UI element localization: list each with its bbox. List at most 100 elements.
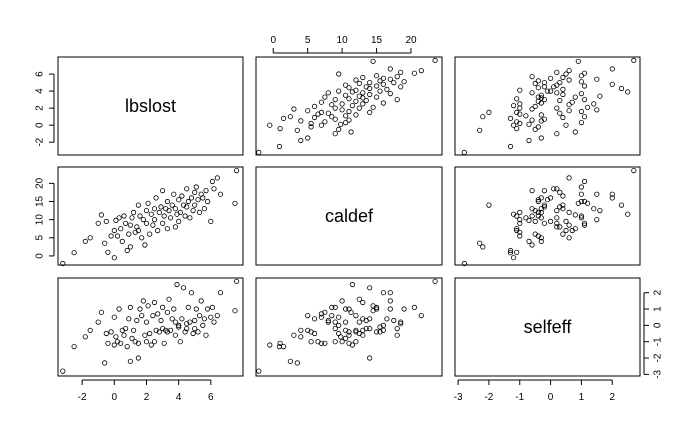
scatter-point bbox=[338, 334, 344, 340]
scatter-point bbox=[113, 334, 119, 340]
scatter-point bbox=[139, 312, 145, 319]
scatter-point bbox=[346, 117, 352, 123]
scatter-point bbox=[560, 74, 566, 81]
scatter-point bbox=[547, 75, 554, 81]
scatter-point bbox=[541, 202, 548, 208]
scatter-point bbox=[179, 316, 185, 322]
scatter-point bbox=[336, 88, 342, 94]
panel-frame bbox=[454, 56, 641, 156]
panel-lbslost-vs-lbslost: lbslost bbox=[57, 56, 244, 156]
scatter-point bbox=[532, 126, 538, 132]
scatter-point bbox=[95, 319, 101, 325]
scatter-point bbox=[168, 327, 174, 333]
scatter-point bbox=[560, 86, 566, 93]
scatter-point bbox=[572, 94, 578, 100]
tick-label: -2 bbox=[78, 392, 87, 403]
scatter-point bbox=[551, 186, 557, 192]
scatter-point bbox=[155, 227, 161, 234]
scatter-point bbox=[541, 84, 548, 90]
scatter-point bbox=[398, 319, 404, 325]
scatter-point bbox=[200, 195, 206, 201]
scatter-point bbox=[353, 339, 359, 345]
tick-label: 20 bbox=[405, 35, 417, 46]
scatter-point bbox=[339, 298, 345, 304]
scatter-point bbox=[532, 231, 538, 237]
scatter-point bbox=[166, 208, 172, 214]
scatter-point bbox=[625, 89, 631, 95]
scatter-point bbox=[346, 340, 352, 346]
scatter-point bbox=[581, 97, 588, 103]
scatter-point bbox=[566, 175, 572, 181]
scatter-point bbox=[111, 314, 117, 320]
scatter-point bbox=[305, 108, 311, 114]
scatter-point bbox=[291, 332, 297, 338]
panel-frame bbox=[255, 166, 443, 266]
scatter-point bbox=[631, 168, 637, 174]
tick-label: -2 bbox=[653, 353, 664, 362]
scatter-point bbox=[566, 77, 572, 83]
scatter-point bbox=[418, 312, 424, 319]
scatter-point bbox=[60, 260, 66, 267]
scatter-point bbox=[342, 120, 349, 126]
scatter-point bbox=[171, 306, 177, 312]
scatter-point bbox=[118, 340, 124, 346]
scatter-point bbox=[514, 96, 520, 102]
scatter-point bbox=[156, 209, 162, 215]
scatter-point bbox=[584, 104, 591, 110]
tick-label: 0 bbox=[270, 35, 276, 46]
scatter-point bbox=[151, 299, 158, 306]
tick-label: -2 bbox=[35, 137, 46, 146]
scatter-point bbox=[143, 220, 150, 226]
x-axis-selfeff: -3 -2 -1 0 1 2 bbox=[454, 379, 615, 403]
scatter-point bbox=[161, 340, 167, 346]
scatter-point bbox=[356, 330, 362, 337]
scatter-point bbox=[380, 322, 386, 328]
scatter-point bbox=[418, 68, 424, 74]
scatter-point bbox=[575, 200, 581, 206]
scatter-point bbox=[305, 312, 311, 319]
scatter-point bbox=[575, 58, 581, 64]
scatter-point bbox=[538, 238, 544, 244]
scatter-point bbox=[172, 224, 178, 230]
scatter-point bbox=[541, 188, 548, 194]
scatter-point bbox=[480, 114, 486, 120]
panel-frame bbox=[57, 56, 244, 156]
scatter-point bbox=[102, 240, 108, 246]
scatter-point bbox=[523, 215, 529, 221]
scatter-point bbox=[346, 329, 352, 335]
scatter-point bbox=[134, 317, 140, 324]
panel-selfeff-vs-caldef bbox=[255, 277, 443, 377]
scatter-point bbox=[353, 98, 359, 104]
scatter-point bbox=[232, 308, 238, 314]
scatter-point bbox=[150, 312, 156, 319]
scatter-point bbox=[360, 299, 366, 306]
scatter-point bbox=[554, 186, 560, 192]
scatter-point bbox=[529, 90, 535, 96]
tick-label: -1 bbox=[515, 392, 524, 403]
scatter-point bbox=[267, 122, 273, 128]
scatter-point bbox=[294, 360, 300, 366]
scatter-point bbox=[98, 212, 105, 218]
scatter-point bbox=[547, 218, 554, 224]
scatter-point bbox=[609, 191, 615, 197]
scatter-point bbox=[311, 103, 318, 110]
scatter-point bbox=[529, 213, 535, 219]
scatter-point bbox=[356, 296, 362, 302]
scatter-point bbox=[398, 84, 404, 90]
scatter-point bbox=[578, 184, 585, 190]
scatter-point bbox=[554, 90, 560, 96]
scatter-point bbox=[325, 90, 331, 96]
scatter-point bbox=[377, 88, 383, 94]
scatter-point bbox=[609, 195, 615, 201]
scatter-point bbox=[129, 215, 135, 221]
scatter-point bbox=[618, 85, 625, 92]
scatter-point bbox=[461, 260, 467, 267]
scatter-point bbox=[581, 114, 588, 120]
scatter-point bbox=[277, 126, 283, 132]
scatter-point bbox=[517, 233, 523, 239]
scatter-point bbox=[184, 186, 190, 192]
scatter-point bbox=[208, 218, 214, 224]
scatter-point bbox=[155, 311, 161, 317]
scatter-point bbox=[510, 255, 517, 261]
scatter-point bbox=[342, 82, 349, 88]
